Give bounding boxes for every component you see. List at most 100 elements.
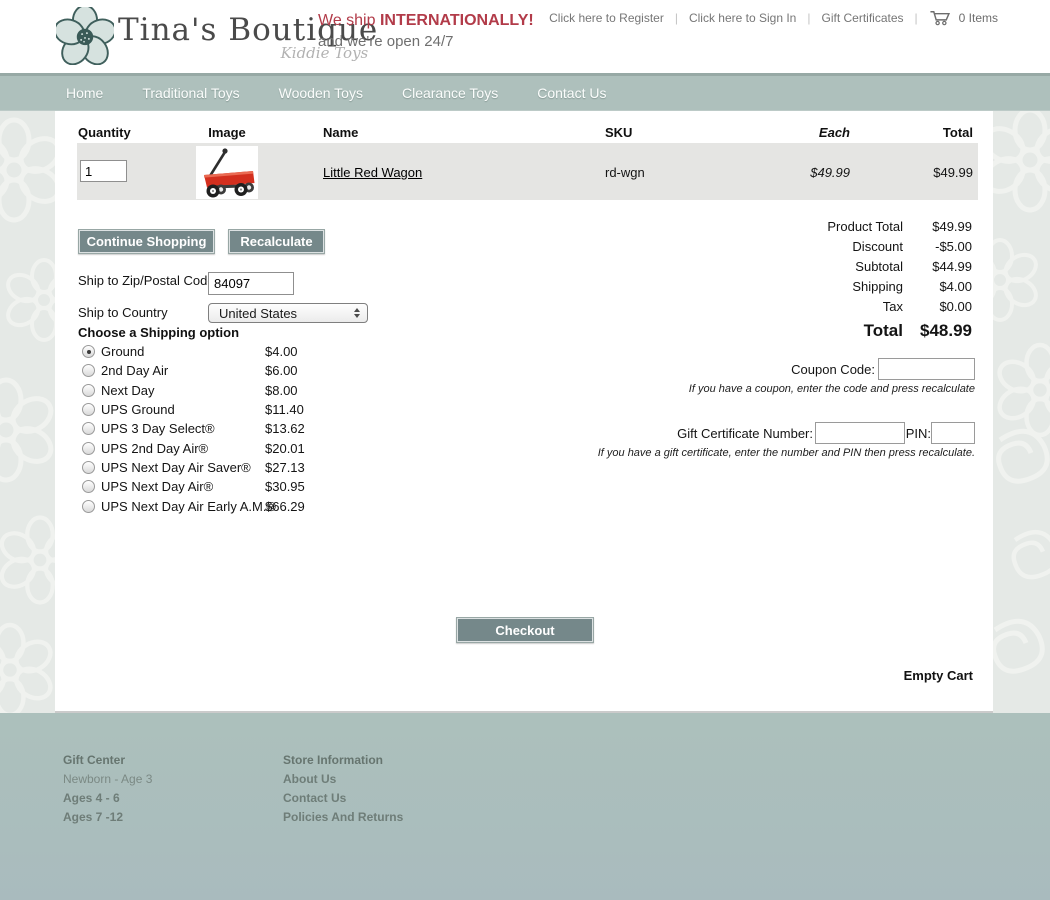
empty-cart-link[interactable]: Empty Cart [903, 668, 973, 683]
footer-link-policies-and-returns[interactable]: Policies And Returns [283, 810, 404, 824]
radio-button[interactable] [82, 345, 95, 359]
totals-label: Shipping [852, 279, 903, 294]
totals-value: -$5.00 [935, 239, 972, 254]
shipping-option-label: Ground [101, 344, 145, 360]
totals-value: $0.00 [939, 299, 972, 314]
radio-button[interactable] [82, 364, 95, 378]
totals-label: Subtotal [855, 259, 903, 274]
sign-in-link[interactable]: Click here to Sign In [688, 10, 797, 25]
footer-link-newborn-age-3[interactable]: Newborn - Age 3 [63, 772, 153, 786]
shipping-option-label: UPS Next Day Air Early A.M.® [101, 498, 277, 514]
recalculate-button[interactable]: Recalculate [228, 229, 325, 254]
shipping-options-title: Choose a Shipping option [78, 325, 240, 340]
shipping-option-2nd-day-air[interactable]: 2nd Day Air $6.00 [82, 361, 382, 380]
logo-title: Tina's Boutique [118, 12, 379, 48]
gift-certificates-link[interactable]: Gift Certificates [821, 10, 904, 25]
totals-row: Tax $0.00 [642, 299, 972, 319]
radio-button[interactable] [82, 422, 95, 436]
column-header-image: Image [208, 125, 246, 140]
shipping-option-label: UPS 2nd Day Air® [101, 440, 209, 456]
item-total-price: $49.99 [933, 165, 973, 180]
column-header-each: Each [818, 125, 850, 140]
nav-item-contact-us[interactable]: Contact Us [537, 85, 607, 101]
shipping-option-next-day[interactable]: Next Day $8.00 [82, 381, 382, 400]
radio-button[interactable] [82, 460, 95, 474]
totals-label: Tax [882, 299, 903, 314]
nav-item-home[interactable]: Home [66, 85, 104, 101]
zip-code-input[interactable] [208, 272, 294, 295]
item-name-link[interactable]: Little Red Wagon [323, 165, 423, 180]
continue-shopping-button[interactable]: Continue Shopping [78, 229, 215, 254]
footer-link-ages-4-6[interactable]: Ages 4 - 6 [63, 791, 120, 805]
flower-icon [56, 7, 114, 65]
cart-count-label: 0 Items [958, 10, 998, 25]
footer-store-information-column: Store Information About Us Contact Us Po… [283, 753, 403, 829]
column-header-quantity: Quantity [78, 125, 131, 140]
column-header-total: Total [942, 125, 973, 140]
totals-row: Discount -$5.00 [642, 239, 972, 259]
shipping-option-ups-2nd-day-air[interactable]: UPS 2nd Day Air® $20.01 [82, 438, 382, 457]
totals-value: $49.99 [932, 219, 972, 234]
radio-button[interactable] [82, 441, 95, 455]
quantity-input[interactable] [80, 160, 127, 182]
nav-item-clearance-toys[interactable]: Clearance Toys [401, 85, 499, 101]
divider: | [914, 10, 918, 25]
nav-item-traditional-toys[interactable]: Traditional Toys [142, 85, 240, 101]
footer-link-contact-us[interactable]: Contact Us [283, 791, 347, 805]
shipping-option-price: $6.00 [265, 363, 298, 379]
footer-link-gift-center[interactable]: Gift Center [63, 753, 126, 767]
footer-link-store-information[interactable]: Store Information [283, 753, 384, 767]
radio-button[interactable] [82, 383, 95, 397]
shipping-option-ground[interactable]: Ground $4.00 [82, 342, 382, 361]
register-link[interactable]: Click here to Register [549, 10, 664, 25]
pin-label: PIN: [905, 426, 931, 441]
shipping-options-list: Ground $4.00 2nd Day Air $6.00 Next Day … [82, 342, 382, 516]
shopping-cart-icon [930, 11, 950, 26]
logo-text: Tina's Boutique Kiddie Toys [118, 12, 379, 63]
coupon-code-label: Coupon Code: [791, 362, 875, 377]
column-header-name: Name [323, 125, 359, 140]
pin-input[interactable] [931, 422, 975, 444]
totals-row: Product Total $49.99 [642, 219, 972, 239]
gift-certificate-input[interactable] [815, 422, 905, 444]
country-select-value: United States [219, 305, 298, 321]
shipping-option-label: UPS Next Day Air Saver® [101, 459, 251, 475]
little-red-wagon-image[interactable] [196, 146, 258, 199]
shipping-option-ups-next-day-air[interactable]: UPS Next Day Air® $30.95 [82, 477, 382, 496]
footer-link-about-us[interactable]: About Us [283, 772, 337, 786]
site-logo[interactable]: Tina's Boutique Kiddie Toys [56, 7, 378, 65]
shipping-option-label: Next Day [101, 382, 155, 398]
totals-value: $4.00 [939, 279, 972, 294]
shipping-option-price: $27.13 [265, 459, 305, 475]
shipping-option-price: $4.00 [265, 344, 298, 360]
shipping-option-ups-3-day-select[interactable]: UPS 3 Day Select® $13.62 [82, 419, 382, 438]
shipping-option-ups-next-day-air-early-am[interactable]: UPS Next Day Air Early A.M.® $66.29 [82, 496, 382, 515]
country-label: Ship to Country [78, 305, 168, 320]
shipping-option-price: $8.00 [265, 382, 298, 398]
tagline-prefix: We ship [318, 12, 380, 29]
radio-button[interactable] [82, 499, 95, 513]
divider: | [807, 10, 811, 25]
country-select[interactable]: United States [208, 303, 368, 323]
grand-total-row: Total $48.99 [642, 321, 972, 345]
shipping-option-price: $66.29 [265, 498, 305, 514]
site-header: Tina's Boutique Kiddie Toys We ship INTE… [0, 0, 1050, 74]
shipping-option-label: 2nd Day Air [101, 363, 169, 379]
totals-value: $44.99 [932, 259, 972, 274]
shipping-option-ups-ground[interactable]: UPS Ground $11.40 [82, 400, 382, 419]
utility-nav: Click here to Register | Click here to S… [549, 9, 998, 26]
totals-label: Discount [852, 239, 903, 254]
item-each-price: $49.99 [810, 165, 850, 180]
shipping-option-price: $20.01 [265, 440, 305, 456]
radio-button[interactable] [82, 480, 95, 494]
radio-button[interactable] [82, 403, 95, 417]
shipping-option-ups-next-day-air-saver[interactable]: UPS Next Day Air Saver® $27.13 [82, 458, 382, 477]
coupon-code-input[interactable] [878, 358, 975, 380]
coupon-note: If you have a coupon, enter the code and… [688, 383, 975, 395]
cart-items-indicator[interactable]: 0 Items [929, 9, 998, 26]
nav-item-wooden-toys[interactable]: Wooden Toys [278, 85, 363, 101]
footer-link-ages-7-12[interactable]: Ages 7 -12 [63, 810, 124, 824]
shipping-option-label: UPS Ground [101, 402, 175, 418]
checkout-button[interactable]: Checkout [456, 617, 594, 643]
